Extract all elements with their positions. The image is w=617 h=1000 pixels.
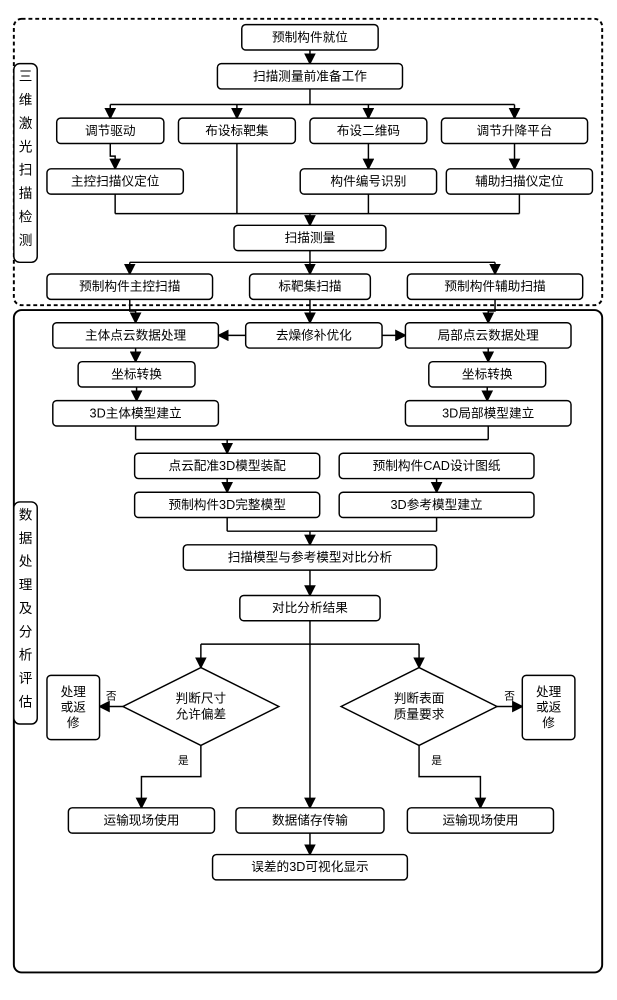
node-n25-text: 扫描模型与参考模型对比分析 bbox=[228, 549, 393, 564]
node-n30-text: 数据储存传输 bbox=[272, 812, 348, 827]
phase-2-label-char: 理 bbox=[19, 578, 33, 593]
node-n31-text: 运输现场使用 bbox=[442, 812, 518, 827]
decision-d2-text: 判断表面 bbox=[394, 692, 445, 706]
label-d1-no: 否 bbox=[106, 691, 117, 703]
phase-1-label-char: 光 bbox=[19, 139, 33, 154]
decision-d1-text: 允许偏差 bbox=[176, 706, 227, 721]
edge-d1-n29 bbox=[141, 745, 200, 807]
node-n14-text: 主体点云数据处理 bbox=[85, 328, 187, 342]
phase-1-label-char: 描 bbox=[19, 186, 33, 201]
node-n8-text: 构件编号识别 bbox=[330, 174, 406, 188]
phase-1-label-char: 维 bbox=[19, 93, 33, 108]
phase-1-label-char: 三 bbox=[19, 69, 33, 84]
node-n29-text: 运输现场使用 bbox=[103, 812, 179, 827]
phase-2-label-char: 析 bbox=[19, 648, 33, 663]
phase-1-label-char: 激 bbox=[19, 116, 33, 131]
node-n32-text: 误差的3D可视化显示 bbox=[251, 859, 368, 874]
phase-2-label-char: 处 bbox=[19, 554, 33, 569]
node-n5-text: 布设二维码 bbox=[337, 124, 400, 138]
node-n15-text: 去燥修补优化 bbox=[276, 328, 352, 342]
node-n9-text: 辅助扫描仪定位 bbox=[475, 174, 564, 188]
phase-1-label-char: 检 bbox=[19, 209, 33, 224]
node-n6-text: 调节升降平台 bbox=[477, 124, 553, 138]
edge-n11-n14 bbox=[130, 299, 136, 322]
label-d2-no: 否 bbox=[504, 691, 515, 703]
node-n27-text: 处理 bbox=[61, 685, 87, 699]
node-n10-text: 扫描测量 bbox=[285, 231, 336, 245]
node-n11-text: 预制构件主控扫描 bbox=[79, 280, 181, 294]
node-n28-text: 修 bbox=[542, 716, 555, 730]
node-n24-text: 3D参考模型建立 bbox=[391, 497, 483, 512]
node-n23-text: 预制构件3D完整模型 bbox=[168, 498, 286, 512]
node-n20-text: 3D局部模型建立 bbox=[442, 406, 534, 420]
phase-2-label-char: 分 bbox=[19, 624, 33, 639]
edge-d2-n31 bbox=[419, 745, 480, 807]
node-n1-text: 预制构件就位 bbox=[272, 30, 348, 44]
phase-1-label-char: 测 bbox=[19, 233, 33, 248]
node-n18-text: 坐标转换 bbox=[462, 367, 513, 381]
node-n13-text: 预制构件辅助扫描 bbox=[444, 280, 546, 294]
node-n28-text: 或返 bbox=[536, 700, 562, 714]
node-n22-text: 预制构件CAD设计图纸 bbox=[373, 459, 501, 473]
node-n2-text: 扫描测量前准备工作 bbox=[253, 68, 367, 83]
phase-1-label-char: 扫 bbox=[19, 163, 33, 178]
decision-d1-text: 判断尺寸 bbox=[176, 692, 227, 706]
decision-d2-text: 质量要求 bbox=[394, 707, 445, 721]
node-n12-text: 标靶集扫描 bbox=[278, 279, 342, 294]
label-d1-yes: 是 bbox=[178, 755, 189, 767]
phase-2-label-char: 估 bbox=[19, 695, 33, 710]
phase-2-label-char: 数 bbox=[19, 507, 33, 522]
node-n19-text: 3D主体模型建立 bbox=[90, 406, 182, 420]
phase-2-label-char: 据 bbox=[19, 531, 33, 546]
node-n4-text: 布设标靶集 bbox=[205, 123, 269, 138]
node-n21-text: 点云配准3D模型装配 bbox=[168, 459, 286, 473]
node-n3-text: 调节驱动 bbox=[85, 124, 136, 138]
edge-n13-n16 bbox=[488, 299, 495, 322]
node-n27-text: 修 bbox=[67, 716, 80, 730]
phase-2-label-char: 及 bbox=[19, 601, 33, 616]
node-n16-text: 局部点云数据处理 bbox=[438, 328, 540, 342]
node-n26-text: 对比分析结果 bbox=[272, 601, 348, 615]
label-d2-yes: 是 bbox=[431, 755, 442, 767]
node-n28-text: 处理 bbox=[536, 685, 562, 699]
edge-n3-n7 bbox=[110, 143, 115, 168]
phase-2-label-char: 评 bbox=[19, 671, 33, 686]
node-n27-text: 或返 bbox=[61, 700, 87, 714]
node-n7-text: 主控扫描仪定位 bbox=[71, 174, 160, 188]
node-n17-text: 坐标转换 bbox=[111, 367, 162, 381]
